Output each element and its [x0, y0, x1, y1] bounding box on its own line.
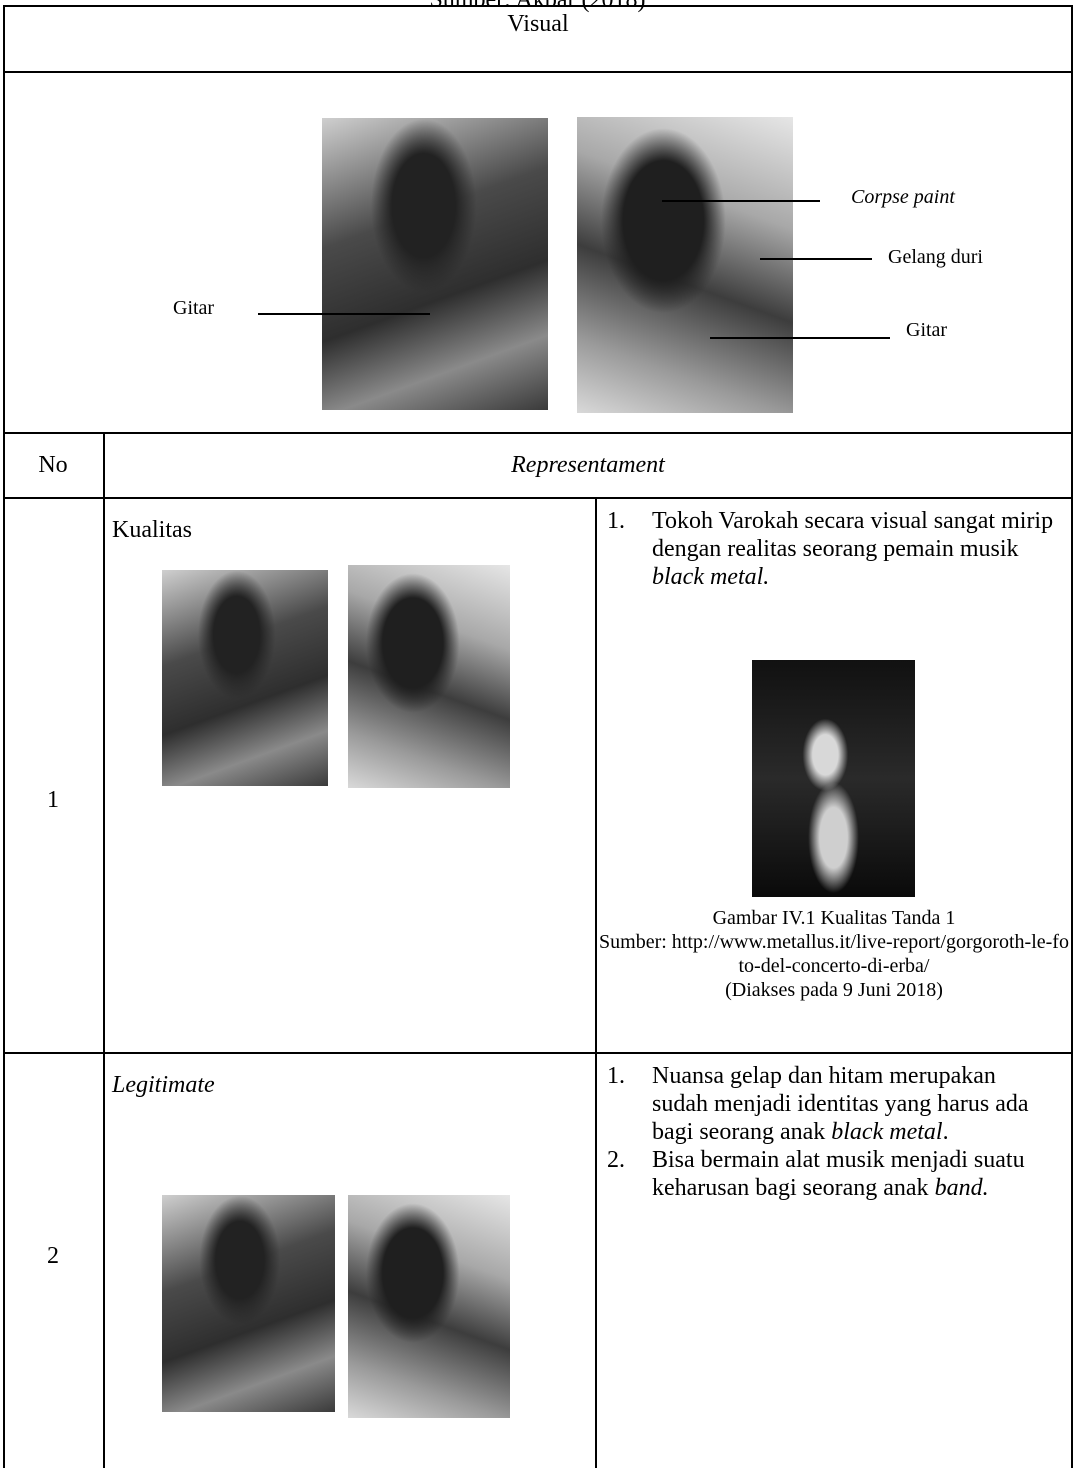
photo [162, 570, 328, 786]
border [3, 71, 1073, 73]
visual-label: Corpse paint [851, 186, 955, 208]
list-marker: 1. [607, 1063, 625, 1089]
pointer-line [258, 313, 430, 315]
list-item: 1. Nuansa gelap dan hitam merupakan sudah… [607, 1062, 1057, 1146]
accessed: (Diakses pada 9 Juni 2018) [725, 979, 943, 1001]
list-marker: 1. [607, 508, 625, 534]
pointer-line [710, 337, 890, 339]
row-label: Kualitas [112, 517, 192, 543]
border [3, 497, 1073, 499]
border [1071, 5, 1073, 1468]
pointer-line [662, 200, 820, 202]
pointer-line [760, 258, 872, 260]
caption: Gambar IV.1 Kualitas Tanda 1 [712, 907, 956, 929]
text-run: . [942, 1119, 949, 1145]
row-label: Legitimate [112, 1072, 215, 1098]
border [3, 1052, 1073, 1054]
visual-header: Visual [507, 11, 569, 37]
visual-label: Gitar [173, 297, 215, 319]
list-marker: 2. [607, 1147, 625, 1173]
border [595, 497, 597, 1468]
text-run: black metal. [652, 564, 770, 590]
column-header: Representament [511, 452, 665, 478]
row-number: 1 [47, 787, 59, 813]
photo [348, 565, 510, 788]
list: 1. Tokoh Varokah secara visual sangat mir… [607, 507, 1057, 591]
source: Sumber: http://www.metallus.it/live-repo… [599, 931, 1069, 977]
photo [348, 1195, 510, 1418]
text-run: band. [934, 1175, 989, 1201]
text-run: Tokoh Varokah secara visual sangat mirip… [652, 508, 1054, 562]
photo [752, 660, 915, 897]
visual-label: Gelang duri [888, 246, 983, 268]
figure-caption: Gambar IV.1 Kualitas Tanda 1 Sumber: htt… [597, 906, 1071, 1002]
border [3, 5, 5, 1468]
photo [162, 1195, 335, 1412]
list-item: 1. Tokoh Varokah secara visual sangat mir… [607, 507, 1057, 591]
photo [322, 118, 548, 410]
visual-label: Gitar [906, 319, 948, 341]
text-run: Bisa bermain alat musik menjadi suatu ke… [652, 1147, 1025, 1201]
row-number: 2 [47, 1243, 59, 1269]
border [103, 432, 105, 1468]
column-header: No [38, 452, 68, 478]
list-item: 2. Bisa bermain alat musik menjadi suatu … [607, 1146, 1057, 1202]
photo [577, 117, 793, 413]
list: 1. Nuansa gelap dan hitam merupakan sudah… [607, 1062, 1057, 1202]
border [3, 432, 1073, 434]
border [3, 5, 1073, 7]
text-run: black metal [831, 1119, 943, 1145]
text-run: Nuansa gelap dan hitam merupakan sudah m… [652, 1063, 1029, 1145]
